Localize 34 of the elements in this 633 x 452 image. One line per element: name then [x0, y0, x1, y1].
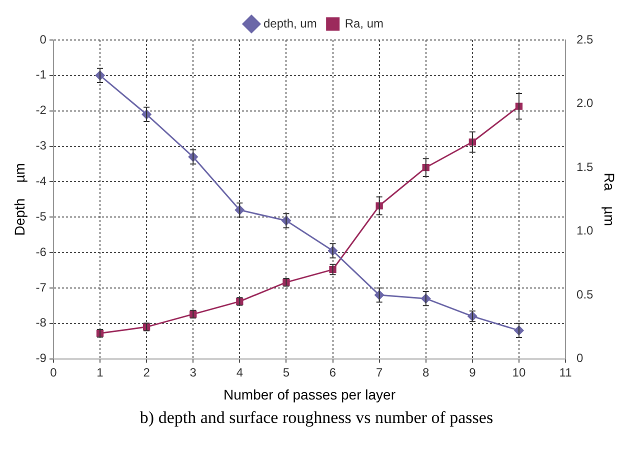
legend-label: Ra, um — [344, 16, 384, 30]
x-tick-label: 0 — [50, 365, 58, 380]
y-tick-label: -4 — [36, 174, 47, 188]
x-tick-label: 10 — [512, 365, 526, 380]
y2-tick-label: 2.5 — [576, 32, 594, 46]
x-tick-label: 8 — [422, 365, 430, 380]
y-tick-label: -9 — [36, 351, 47, 366]
legend-label: depth, um — [263, 16, 317, 30]
x-axis-title: Number of passes per layer — [224, 386, 396, 402]
y2-tick-label: 0.5 — [576, 287, 594, 302]
y2-tick-label: 1.5 — [576, 160, 594, 174]
x-tick-label: 4 — [236, 365, 244, 380]
y-tick-label: -7 — [36, 280, 47, 294]
y-tick-label: -1 — [36, 68, 47, 82]
y2-tick-label: 0 — [576, 351, 584, 366]
x-tick-label: 3 — [190, 365, 197, 380]
x-tick-label: 11 — [559, 365, 572, 380]
x-tick-label: 1 — [96, 365, 104, 380]
x-tick-label: 9 — [469, 365, 476, 380]
text: b) depth and surface roughness vs number of passes — [138, 408, 494, 428]
x-tick-label: 6 — [329, 365, 336, 380]
y2-axis-title: Ra µm — [602, 172, 618, 226]
y-tick-label: -2 — [36, 103, 47, 118]
y-tick-label: -5 — [36, 209, 47, 224]
y-tick-label: -6 — [36, 244, 47, 259]
y2-tick-label: 1.0 — [576, 224, 594, 238]
x-tick-label: 2 — [143, 365, 150, 380]
y-tick-label: -3 — [36, 138, 47, 153]
y-tick-label: 0 — [40, 32, 47, 46]
y-axis-title: Depth µm — [11, 163, 28, 236]
x-tick-label: 5 — [282, 365, 290, 380]
x-tick-label: 7 — [376, 365, 383, 380]
y-tick-label: -8 — [36, 316, 47, 330]
y2-tick-label: 2.0 — [576, 96, 594, 110]
